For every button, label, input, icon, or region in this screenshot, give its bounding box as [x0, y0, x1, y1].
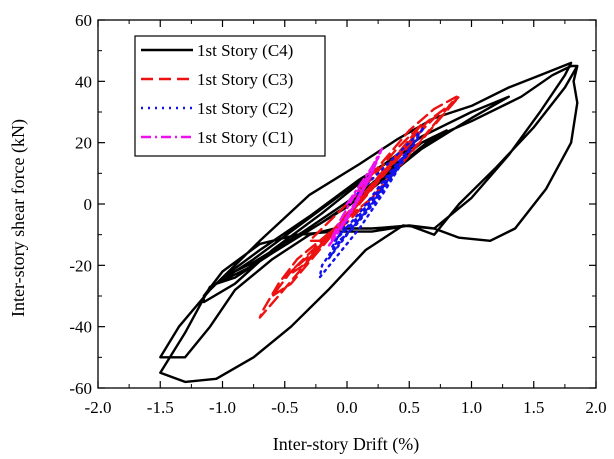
x-tick-label: -2.0: [85, 398, 112, 417]
y-tick-label: -40: [69, 318, 92, 337]
x-tick-label: 1.0: [461, 398, 482, 417]
x-tick-label: 0.5: [399, 398, 420, 417]
x-tick-label: -0.5: [271, 398, 298, 417]
y-tick-label: -60: [69, 379, 92, 398]
series-line-1: [159, 61, 579, 384]
legend-label: 1st Story (C3): [197, 70, 293, 89]
series-line-2: [258, 95, 461, 319]
x-tick-label: 1.5: [523, 398, 544, 417]
series-line-4: [327, 147, 384, 249]
legend-label: 1st Story (C2): [197, 99, 293, 118]
axes: -2.0 -1.5 -1.0 -0.5 0.0 0.5 1.0 1.5 2.0 -60 -40 -20…: [69, 11, 606, 417]
y-tick-label: 60: [75, 11, 92, 30]
series-line-3: [318, 126, 426, 279]
y-tick-label: 20: [75, 134, 92, 153]
x-tick-label: 0.0: [336, 398, 357, 417]
y-tick-label: -20: [69, 256, 92, 275]
plot-marks: [159, 61, 579, 384]
y-tick-label: 40: [75, 72, 92, 91]
legend-label: 1st Story (C4): [197, 41, 293, 60]
x-axis-label: Inter-story Drift (%): [273, 434, 420, 455]
y-axis-label: Inter-story shear force (kN): [8, 119, 29, 317]
legend-label: 1st Story (C1): [197, 128, 293, 147]
x-tick-label: -1.0: [209, 398, 236, 417]
legend: 1st Story (C4) 1st Story (C3) 1st Story (C…: [134, 35, 326, 157]
x-tick-label: 2.0: [585, 398, 606, 417]
x-tick-label: -1.5: [147, 398, 174, 417]
y-tick-label: 0: [84, 195, 93, 214]
